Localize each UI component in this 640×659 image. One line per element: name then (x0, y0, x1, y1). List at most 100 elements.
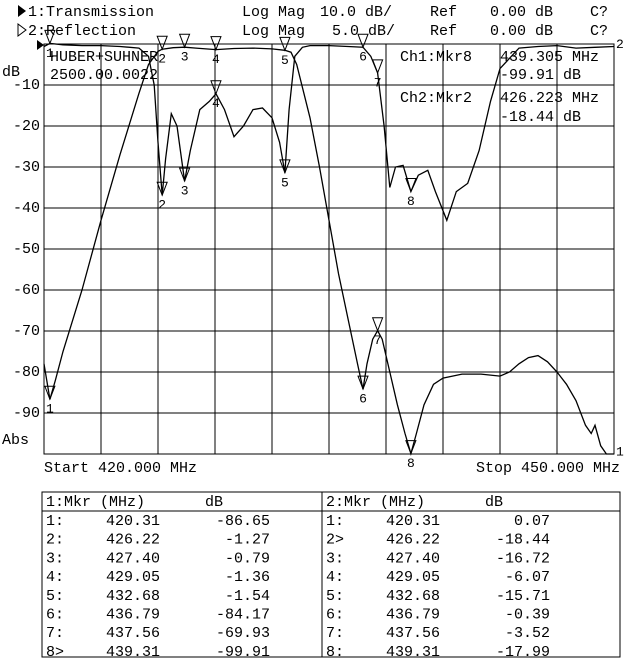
marker (371, 59, 384, 75)
table-cell: 432.68 (106, 588, 160, 605)
marker (405, 178, 417, 193)
y-tick-label: -20 (13, 118, 40, 135)
table-header: 1:Mkr (MHz) (46, 494, 145, 511)
y-tick-label: -40 (13, 200, 40, 217)
marker-label: 8 (407, 456, 415, 471)
active-trace-arrow (18, 5, 26, 17)
y-axis-label-bottom: Abs (2, 432, 29, 449)
marker-label: 1 (46, 402, 54, 417)
annotation: 439.305 MHz (500, 49, 599, 66)
trace-end-label: 1 (616, 444, 624, 459)
table-cell: -3.52 (505, 625, 550, 642)
table-cell: 2: (46, 532, 64, 549)
table-cell: 3: (46, 550, 64, 567)
marker-label: 6 (359, 50, 367, 65)
start-label: Start 420.000 MHz (44, 460, 197, 477)
table-cell: 5: (326, 588, 344, 605)
marker-label: 5 (281, 175, 289, 190)
table-cell: 436.79 (106, 606, 160, 623)
marker-label: 2 (158, 198, 166, 213)
y-tick-label: -30 (13, 159, 40, 176)
table-cell: 6: (46, 606, 64, 623)
table-cell: 427.40 (386, 550, 440, 567)
table-cell: 436.79 (386, 606, 440, 623)
table-cell: 7: (326, 625, 344, 642)
table-cell: -1.27 (225, 532, 270, 549)
header-text: Ref (430, 4, 457, 21)
header-text: C? (590, 4, 608, 21)
marker (405, 440, 417, 456)
table-frame (41, 491, 621, 658)
table-cell: 429.05 (106, 569, 160, 586)
annotation: HUBER+SUHNER (50, 49, 158, 66)
y-tick-label: -90 (13, 405, 40, 422)
stop-label: Stop 450.000 MHz (476, 460, 620, 477)
marker (357, 375, 369, 391)
marker (178, 167, 191, 183)
y-axis-label: dB (2, 64, 20, 81)
table-cell: -69.93 (216, 625, 270, 642)
table-cell: 437.56 (386, 625, 440, 642)
y-tick-label: -60 (13, 282, 40, 299)
header-text: Log Mag (242, 23, 305, 40)
table-cell: 8> (46, 644, 64, 659)
marker-label: 6 (359, 392, 367, 407)
annotation: Ch2:Mkr2 (400, 90, 472, 107)
header-text: C? (590, 23, 608, 40)
y-tick-label: -50 (13, 241, 40, 258)
marker (279, 36, 291, 52)
table-cell: -86.65 (216, 513, 270, 530)
table-cell: -1.36 (225, 569, 270, 586)
marker-label: 1 (46, 46, 54, 61)
y-tick-label: -80 (13, 364, 40, 381)
trace (43, 42, 615, 223)
table-cell: 7: (46, 625, 64, 642)
trace (43, 46, 614, 456)
table-cell: 1: (46, 513, 64, 530)
marker-label: 4 (212, 52, 220, 67)
marker (178, 33, 191, 49)
marker (210, 36, 222, 51)
table-cell: -15.71 (496, 588, 550, 605)
table-cell: 4: (326, 569, 344, 586)
marker-label: 5 (281, 53, 289, 68)
table-cell: 0.07 (514, 513, 550, 530)
header-text: 5.0 dB/ (332, 23, 395, 40)
table-cell: -84.17 (216, 606, 270, 623)
trace-arrow (17, 23, 27, 37)
header-text: 0.00 dB (490, 4, 553, 21)
table-header: dB (485, 494, 503, 511)
ref-arrow (37, 40, 44, 50)
marker (44, 385, 56, 401)
table-header: dB (205, 494, 223, 511)
table-header: 2:Mkr (MHz) (326, 494, 425, 511)
table-cell: -17.99 (496, 644, 550, 659)
header-text: Log Mag (242, 4, 305, 21)
header-text: 0.00 dB (490, 23, 553, 40)
trace-end-label: 2 (616, 37, 624, 52)
table-cell: -6.07 (505, 569, 550, 586)
marker-label: 4 (212, 96, 220, 111)
marker (371, 317, 384, 333)
marker-label: 7 (374, 333, 382, 348)
marker-label: 8 (407, 194, 415, 209)
table-cell: 2> (326, 532, 344, 549)
table-cell: 5: (46, 588, 64, 605)
table-cell: 426.22 (106, 532, 160, 549)
marker (279, 159, 291, 175)
table-cell: 432.68 (386, 588, 440, 605)
annotation: 426.223 MHz (500, 90, 599, 107)
annotation: -18.44 dB (500, 109, 581, 126)
table-cell: 3: (326, 550, 344, 567)
table-cell: 429.05 (386, 569, 440, 586)
header-text: 2:Reflection (28, 23, 136, 40)
table-cell: 439.31 (386, 644, 440, 659)
table-cell: -18.44 (496, 532, 550, 549)
table-cell: 1: (326, 513, 344, 530)
table-cell: 8: (326, 644, 344, 659)
table-cell: 6: (326, 606, 344, 623)
annotation: Ch1:Mkr8 (400, 49, 472, 66)
table-cell: 420.31 (106, 513, 160, 530)
